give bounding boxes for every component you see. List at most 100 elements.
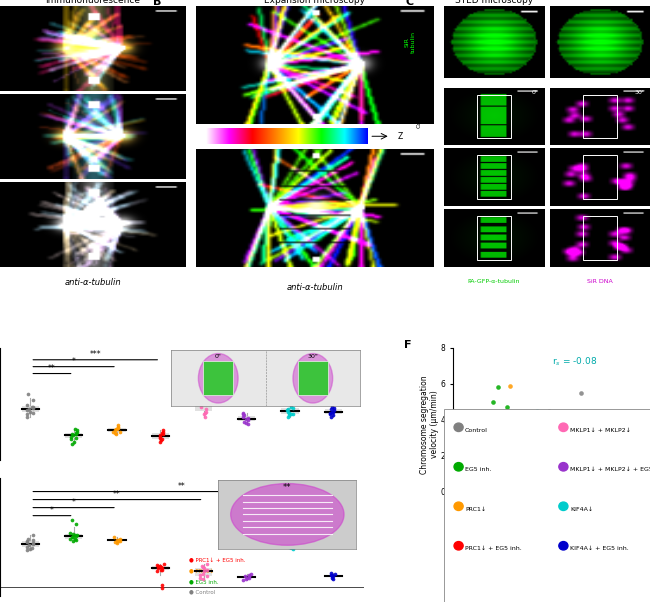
Bar <box>325 409 342 414</box>
Point <box>200 412 211 421</box>
Point <box>151 566 162 576</box>
Point <box>72 426 83 435</box>
Point <box>157 426 168 435</box>
Point <box>27 402 37 412</box>
Point <box>497 478 508 488</box>
Bar <box>238 416 255 421</box>
Text: Control: Control <box>157 52 163 78</box>
Point <box>68 533 78 542</box>
Bar <box>477 216 511 259</box>
Point <box>326 571 336 580</box>
Point <box>285 538 295 548</box>
Point <box>196 399 206 409</box>
Point <box>288 539 298 549</box>
Point <box>155 561 165 571</box>
Point <box>517 415 527 424</box>
Point <box>500 417 510 426</box>
Point <box>156 562 166 572</box>
Point <box>198 562 208 572</box>
Point <box>522 455 532 464</box>
Point <box>66 432 76 441</box>
Point <box>510 413 520 423</box>
Point <box>478 489 488 498</box>
Point <box>22 545 32 555</box>
Point <box>72 427 83 436</box>
Point <box>71 433 81 442</box>
Point <box>21 537 32 547</box>
Point <box>111 424 122 434</box>
Point <box>68 529 78 539</box>
Point <box>559 436 569 446</box>
Point <box>529 438 539 448</box>
Point <box>522 433 532 442</box>
Point <box>21 412 32 421</box>
Point <box>113 422 124 432</box>
Point <box>522 424 532 433</box>
Point <box>529 433 539 442</box>
Bar <box>477 95 511 138</box>
Point <box>327 573 337 582</box>
Point <box>109 533 119 542</box>
Point <box>547 433 557 442</box>
Point <box>478 411 488 421</box>
Point <box>201 383 211 393</box>
Point <box>114 534 125 544</box>
Point <box>532 406 542 415</box>
Point <box>327 407 337 417</box>
Bar <box>583 216 617 259</box>
Point <box>510 424 520 433</box>
Text: KIF4A↓ + EG5 inh.: KIF4A↓ + EG5 inh. <box>570 546 629 551</box>
Point <box>549 424 560 433</box>
Point <box>517 460 527 470</box>
Text: ● PRC1↓ + EG5 inh.: ● PRC1↓ + EG5 inh. <box>189 558 246 563</box>
Text: **: ** <box>178 482 186 491</box>
Point <box>194 571 205 580</box>
Point <box>155 430 165 440</box>
Point <box>527 445 538 455</box>
Point <box>532 442 542 452</box>
Point <box>243 420 254 429</box>
Bar <box>238 576 255 578</box>
Point <box>71 519 81 529</box>
Point <box>541 422 552 432</box>
Point <box>473 458 483 468</box>
Point <box>28 539 38 549</box>
Point <box>114 535 124 545</box>
Text: MKLP1↓ + MKLP2↓ + EG5 inh.: MKLP1↓ + MKLP2↓ + EG5 inh. <box>570 467 650 473</box>
Point <box>198 569 209 579</box>
Point <box>113 536 124 545</box>
Point <box>239 411 249 420</box>
Point <box>327 571 337 580</box>
Point <box>482 447 493 457</box>
Point <box>284 542 294 551</box>
Text: D: D <box>406 98 415 108</box>
Point <box>238 408 248 418</box>
Point <box>240 418 251 428</box>
Text: KIF4A↓: KIF4A↓ <box>570 507 593 512</box>
Point <box>285 399 296 409</box>
Point <box>497 408 508 417</box>
Point <box>28 402 38 412</box>
Bar <box>65 534 83 539</box>
Point <box>547 436 557 446</box>
Point <box>70 534 80 544</box>
Point <box>281 538 292 548</box>
Point <box>201 389 211 399</box>
Text: PA-GFP-α-tubulin: PA-GFP-α-tubulin <box>467 279 520 284</box>
Point <box>283 408 294 418</box>
Point <box>110 428 120 438</box>
Point <box>157 580 167 589</box>
Point <box>70 424 80 434</box>
Point <box>285 542 296 551</box>
Point <box>326 572 337 582</box>
Point <box>286 409 296 419</box>
Point <box>282 406 293 415</box>
Point <box>547 436 557 446</box>
Point <box>202 572 213 582</box>
Point <box>327 402 337 412</box>
Point <box>547 433 557 442</box>
Point <box>288 409 298 419</box>
Text: 30": 30" <box>634 90 645 96</box>
Point <box>325 408 335 418</box>
X-axis label: Midzone stability: Midzone stability <box>516 523 588 532</box>
